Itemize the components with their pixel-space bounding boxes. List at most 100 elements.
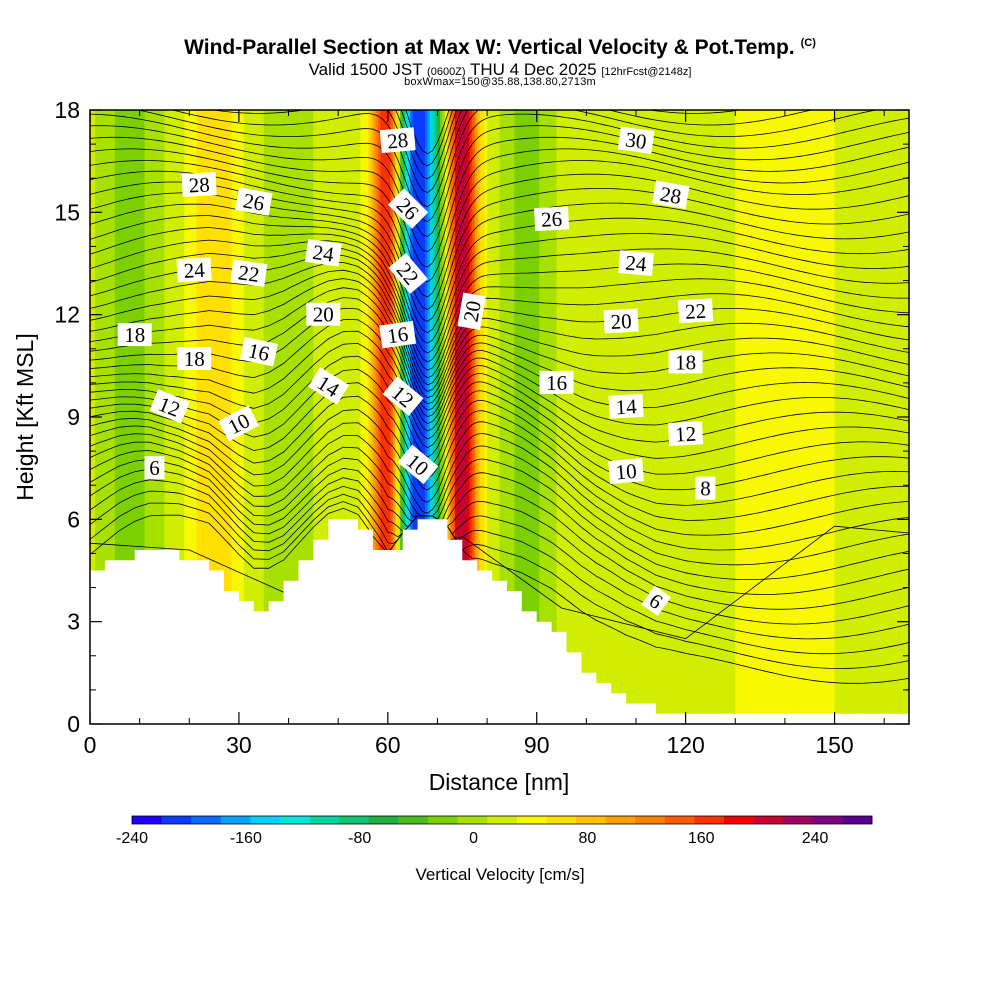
w-strip — [812, 110, 816, 724]
w-strip — [782, 110, 786, 724]
w-strip — [194, 110, 198, 724]
w-strip — [442, 110, 446, 724]
subtitle-fcst: [12hrFcst@2148z] — [601, 66, 692, 78]
isentrope-label: 24 — [618, 250, 654, 276]
w-strip — [432, 110, 436, 724]
w-strip — [137, 110, 141, 724]
w-strip — [377, 110, 381, 724]
isentrope-label: 30 — [617, 126, 655, 154]
w-strip — [477, 110, 481, 724]
w-strip — [839, 110, 843, 724]
w-strip — [281, 110, 285, 724]
isentrope-label-box — [181, 172, 217, 197]
isentrope-label-text: 24 — [183, 258, 206, 283]
w-strip — [678, 110, 682, 724]
isentrope-line — [90, 433, 909, 566]
w-strip — [859, 110, 863, 724]
w-strip — [325, 110, 329, 724]
isentrope-line — [171, 110, 813, 208]
w-strip — [278, 110, 282, 724]
w-strip — [132, 110, 136, 724]
w-strip — [814, 110, 818, 724]
w-strip — [134, 110, 138, 724]
w-strip — [683, 110, 687, 724]
w-strip — [732, 110, 736, 724]
isentrope-label-box — [677, 298, 714, 324]
w-strip — [874, 110, 878, 724]
isentrope-line — [135, 110, 878, 222]
isentrope-line — [90, 525, 909, 640]
colorbar-swatch — [516, 816, 547, 824]
w-strip — [725, 110, 729, 724]
w-strip — [479, 110, 483, 724]
w-strip — [591, 110, 595, 724]
w-strip — [784, 110, 788, 724]
x-tick-label: 90 — [524, 732, 550, 758]
w-strip — [102, 110, 106, 724]
isentrope-line — [90, 192, 909, 334]
w-strip — [355, 110, 359, 724]
w-strip — [856, 110, 860, 724]
isentrope-label-text: 30 — [624, 127, 648, 154]
w-strip — [295, 110, 300, 724]
w-strip — [526, 110, 530, 724]
isentrope-line — [90, 490, 909, 655]
w-strip — [539, 110, 543, 724]
isentrope-line — [90, 170, 909, 310]
terrain-mask — [90, 519, 909, 724]
w-strip — [536, 110, 540, 724]
colorbar: -240 -160 -80 0 80 160 240 — [116, 815, 873, 847]
isentrope-line — [90, 125, 909, 253]
w-strip — [380, 110, 384, 724]
w-strip — [147, 110, 151, 724]
isentrope-label-box — [533, 206, 570, 232]
w-strip — [449, 110, 453, 724]
w-strip — [869, 110, 873, 724]
w-strip — [712, 110, 717, 724]
isentrope-label-box — [641, 585, 671, 616]
w-strip — [844, 110, 848, 724]
isentrope-label-text: 28 — [188, 172, 210, 197]
w-strip — [127, 110, 131, 724]
w-strip — [802, 110, 806, 724]
w-strip — [787, 110, 791, 724]
colorbar-swatch — [191, 816, 222, 824]
isentrope-line — [90, 479, 909, 640]
isentrope-line — [90, 227, 909, 363]
w-strip — [221, 110, 225, 724]
w-strip — [293, 110, 297, 724]
w-strip — [799, 110, 803, 724]
w-strip — [690, 110, 694, 724]
isentrope-label-box — [457, 292, 486, 330]
w-strip — [871, 110, 875, 724]
isentrope-label-box — [308, 367, 350, 405]
isentrope-label: 20 — [603, 308, 639, 334]
w-strip — [367, 110, 372, 724]
isentrope-line — [90, 441, 909, 580]
isentrope-label-box — [617, 126, 655, 154]
w-strip — [360, 110, 364, 724]
isentrope-line — [90, 239, 909, 371]
isentrope-label-text: 18 — [184, 347, 205, 371]
w-strip — [305, 110, 309, 724]
x-tick-label: 120 — [666, 732, 704, 758]
w-strip — [516, 110, 520, 724]
w-strip — [501, 110, 506, 724]
x-tick-label: 0 — [84, 732, 97, 758]
isentrope-label-text: 20 — [610, 309, 632, 334]
y-tick-label: 3 — [67, 609, 80, 635]
isentrope-line — [90, 468, 909, 625]
y-tick-label: 15 — [54, 199, 80, 225]
colorbar-swatch — [694, 816, 725, 824]
isentrope-line — [90, 507, 909, 684]
w-strip — [410, 110, 414, 724]
w-strip — [643, 110, 647, 724]
colorbar-swatch — [635, 816, 666, 824]
w-strip — [286, 110, 290, 724]
isentrope-label-box — [603, 308, 639, 334]
w-strip — [663, 110, 667, 724]
chart-subtitle: Valid 1500 JST (0600Z) THU 4 Dec 2025 [1… — [0, 60, 1000, 80]
w-strip — [586, 110, 590, 724]
w-strip — [549, 110, 553, 724]
w-strip — [576, 110, 580, 724]
